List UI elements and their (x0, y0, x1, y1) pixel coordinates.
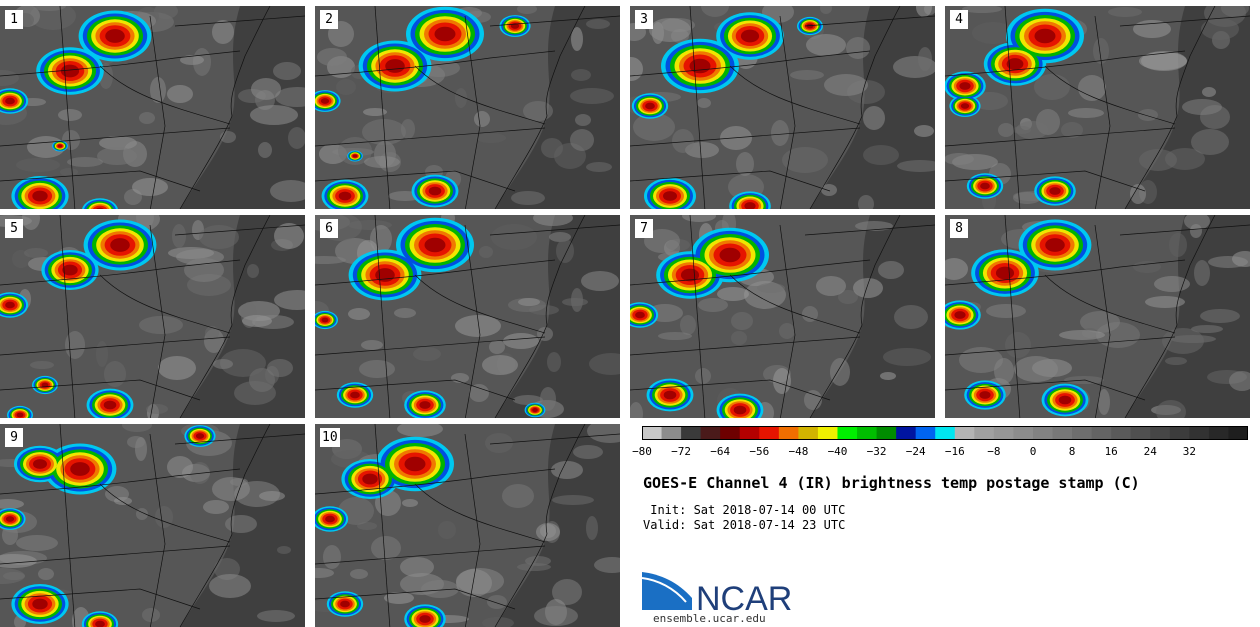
colorbar-swatch (759, 426, 780, 440)
colorbar-swatch (798, 426, 819, 440)
colorbar-tick-label: −64 (710, 445, 731, 458)
forecast-panel-2: 2 (315, 6, 620, 209)
colorbar-swatch (1111, 426, 1132, 440)
ir-satellite-map (315, 424, 620, 627)
colorbar-tick-label: −72 (671, 445, 692, 458)
ir-satellite-map (315, 6, 620, 209)
forecast-panel-5: 5 (0, 215, 305, 418)
forecast-panel-6: 6 (315, 215, 620, 418)
colorbar-tick-label: 16 (1104, 445, 1118, 458)
colorbar-swatch (896, 426, 917, 440)
ir-satellite-map (0, 215, 305, 418)
colorbar-swatch (915, 426, 936, 440)
colorbar-swatch (720, 426, 741, 440)
panel-number-label: 4 (950, 10, 968, 29)
colorbar-tick-label: 8 (1068, 445, 1076, 458)
colorbar-swatch (1169, 426, 1190, 440)
panel-number-label: 7 (635, 219, 653, 238)
colorbar-tick-label: 32 (1182, 445, 1197, 458)
colorbar-swatch (1072, 426, 1093, 440)
colorbar-tick-label: −16 (944, 445, 965, 458)
colorbar-swatch (974, 426, 995, 440)
colorbar-swatch (993, 426, 1014, 440)
colorbar-swatch (935, 426, 956, 440)
panel-number-label: 1 (5, 10, 23, 29)
colorbar-tick-label: 24 (1143, 445, 1157, 458)
forecast-panel-1: 1 (0, 6, 305, 209)
colorbar-tick-label: −24 (905, 445, 926, 458)
colorbar-tick-label: −32 (866, 445, 887, 458)
colorbar-swatch (739, 426, 760, 440)
forecast-panel-7: 7 (630, 215, 935, 418)
colorbar-tick-label: −56 (749, 445, 770, 458)
colorbar-swatch (1189, 426, 1210, 440)
forecast-panel-3: 3 (630, 6, 935, 209)
colorbar-swatch (1130, 426, 1151, 440)
colorbar-swatch (661, 426, 682, 440)
panel-number-label: 9 (5, 428, 23, 447)
colorbar-swatch (1032, 426, 1054, 440)
colorbar-tick-label: −40 (827, 445, 848, 458)
colorbar-swatch (1150, 426, 1171, 440)
colorbar-swatch (642, 426, 663, 440)
ncar-logo: NCAR (642, 572, 792, 612)
panel-number-label: 10 (320, 428, 340, 447)
panel-number-label: 3 (635, 10, 653, 29)
forecast-panel-8: 8 (945, 215, 1250, 418)
colorbar-swatch (837, 426, 858, 440)
colorbar-swatch (954, 426, 975, 440)
colorbar-swatch (681, 426, 702, 440)
forecast-panel-4: 4 (945, 6, 1250, 209)
colorbar-swatch (1228, 426, 1248, 440)
panel-number-label: 6 (320, 219, 338, 238)
figure-title: GOES-E Channel 4 (IR) brightness temp po… (643, 474, 1140, 492)
colorbar-swatch (1208, 426, 1229, 440)
colorbar-swatch (876, 426, 897, 440)
colorbar-swatch (817, 426, 838, 440)
colorbar-swatch (857, 426, 878, 440)
colorbar-swatch (1013, 426, 1034, 440)
valid-time: Valid: Sat 2018-07-14 23 UTC (643, 518, 846, 532)
colorbar-tick-label: −48 (788, 445, 809, 458)
ir-satellite-map (315, 215, 620, 418)
ir-satellite-map (630, 215, 935, 418)
forecast-panel-10: 10 (315, 424, 620, 627)
colorbar-swatch (778, 426, 799, 440)
ncar-wordmark: NCAR (696, 580, 792, 612)
forecast-panel-9: 9 (0, 424, 305, 627)
ir-satellite-map (0, 6, 305, 209)
colorbar-tick-label: −80 (632, 445, 652, 458)
ir-satellite-map (945, 6, 1250, 209)
website-url: ensemble.ucar.edu (653, 612, 766, 625)
colorbar-swatch (1052, 426, 1073, 440)
colorbar-swatch (700, 426, 721, 440)
init-time: Init: Sat 2018-07-14 00 UTC (643, 503, 846, 517)
ir-satellite-map (945, 215, 1250, 418)
ir-satellite-map (0, 424, 305, 627)
colorbar-swatch (1091, 426, 1112, 440)
colorbar-tick-label: 0 (1029, 445, 1037, 458)
ir-satellite-map (630, 6, 935, 209)
colorbar-tick-label: −8 (987, 445, 1001, 458)
panel-number-label: 2 (320, 10, 338, 29)
panel-number-label: 8 (950, 219, 968, 238)
panel-number-label: 5 (5, 219, 23, 238)
colorbar (642, 426, 1248, 440)
